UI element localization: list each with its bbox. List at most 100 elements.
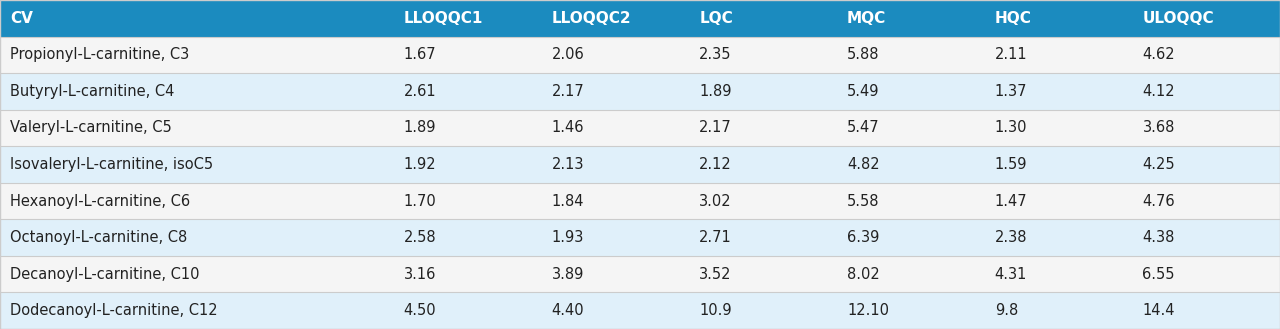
Text: 1.30: 1.30 <box>995 120 1028 136</box>
Text: LQC: LQC <box>699 11 733 26</box>
Bar <box>837 183 984 219</box>
Text: 1.37: 1.37 <box>995 84 1028 99</box>
Text: HQC: HQC <box>995 11 1032 26</box>
Text: 4.38: 4.38 <box>1143 230 1175 245</box>
Text: 5.88: 5.88 <box>847 47 879 62</box>
Text: 1.92: 1.92 <box>403 157 436 172</box>
Text: 1.47: 1.47 <box>995 193 1028 209</box>
Text: 2.61: 2.61 <box>403 84 436 99</box>
Bar <box>393 0 541 37</box>
Text: Octanoyl-L-carnitine, C8: Octanoyl-L-carnitine, C8 <box>10 230 187 245</box>
Bar <box>393 110 541 146</box>
Bar <box>0 256 393 292</box>
Text: 4.31: 4.31 <box>995 267 1027 282</box>
Text: 5.47: 5.47 <box>847 120 879 136</box>
Bar <box>1133 292 1280 329</box>
Bar <box>541 183 689 219</box>
Bar <box>1133 73 1280 110</box>
Text: 1.59: 1.59 <box>995 157 1028 172</box>
Text: 6.55: 6.55 <box>1143 267 1175 282</box>
Text: 3.16: 3.16 <box>403 267 436 282</box>
Bar <box>0 146 393 183</box>
Bar <box>689 110 837 146</box>
Bar <box>541 0 689 37</box>
Text: Decanoyl-L-carnitine, C10: Decanoyl-L-carnitine, C10 <box>10 267 200 282</box>
Text: 1.70: 1.70 <box>403 193 436 209</box>
Bar <box>1133 0 1280 37</box>
Bar <box>0 73 393 110</box>
Bar <box>984 256 1133 292</box>
Bar <box>837 146 984 183</box>
Text: 4.25: 4.25 <box>1143 157 1175 172</box>
Text: 4.82: 4.82 <box>847 157 879 172</box>
Text: ULOQQC: ULOQQC <box>1143 11 1215 26</box>
Text: LLOQQC1: LLOQQC1 <box>403 11 483 26</box>
Bar <box>541 146 689 183</box>
Text: Hexanoyl-L-carnitine, C6: Hexanoyl-L-carnitine, C6 <box>10 193 191 209</box>
Bar <box>0 219 393 256</box>
Text: 3.02: 3.02 <box>699 193 732 209</box>
Bar <box>984 183 1133 219</box>
Text: 6.39: 6.39 <box>847 230 879 245</box>
Bar <box>984 219 1133 256</box>
Text: 2.38: 2.38 <box>995 230 1028 245</box>
Bar <box>0 292 393 329</box>
Text: 1.89: 1.89 <box>699 84 732 99</box>
Text: Propionyl-L-carnitine, C3: Propionyl-L-carnitine, C3 <box>10 47 189 62</box>
Bar <box>1133 37 1280 73</box>
Text: Valeryl-L-carnitine, C5: Valeryl-L-carnitine, C5 <box>10 120 172 136</box>
Bar <box>541 73 689 110</box>
Text: MQC: MQC <box>847 11 886 26</box>
Text: 2.17: 2.17 <box>699 120 732 136</box>
Text: 1.89: 1.89 <box>403 120 436 136</box>
Bar <box>837 37 984 73</box>
Bar <box>0 0 393 37</box>
Text: 14.4: 14.4 <box>1143 303 1175 318</box>
Text: 10.9: 10.9 <box>699 303 732 318</box>
Bar <box>984 292 1133 329</box>
Text: LLOQQC2: LLOQQC2 <box>552 11 631 26</box>
Bar <box>1133 146 1280 183</box>
Bar <box>837 292 984 329</box>
Bar <box>984 110 1133 146</box>
Bar <box>1133 256 1280 292</box>
Text: 2.71: 2.71 <box>699 230 732 245</box>
Text: Butyryl-L-carnitine, C4: Butyryl-L-carnitine, C4 <box>10 84 174 99</box>
Bar <box>837 256 984 292</box>
Text: 2.58: 2.58 <box>403 230 436 245</box>
Bar <box>837 73 984 110</box>
Text: 2.06: 2.06 <box>552 47 584 62</box>
Text: 2.17: 2.17 <box>552 84 584 99</box>
Text: 4.50: 4.50 <box>403 303 436 318</box>
Bar <box>1133 183 1280 219</box>
Bar <box>393 37 541 73</box>
Bar <box>0 110 393 146</box>
Bar <box>984 146 1133 183</box>
Text: 12.10: 12.10 <box>847 303 890 318</box>
Text: 4.40: 4.40 <box>552 303 584 318</box>
Text: 3.68: 3.68 <box>1143 120 1175 136</box>
Text: 8.02: 8.02 <box>847 267 879 282</box>
Text: 1.93: 1.93 <box>552 230 584 245</box>
Bar <box>541 292 689 329</box>
Bar <box>689 0 837 37</box>
Bar <box>393 256 541 292</box>
Bar <box>393 292 541 329</box>
Text: CV: CV <box>10 11 33 26</box>
Bar <box>689 73 837 110</box>
Bar <box>393 183 541 219</box>
Bar <box>689 256 837 292</box>
Bar <box>689 292 837 329</box>
Bar <box>0 37 393 73</box>
Bar <box>541 110 689 146</box>
Text: 5.49: 5.49 <box>847 84 879 99</box>
Bar <box>837 219 984 256</box>
Bar <box>1133 219 1280 256</box>
Text: 4.12: 4.12 <box>1143 84 1175 99</box>
Bar <box>689 219 837 256</box>
Bar <box>393 146 541 183</box>
Bar <box>689 37 837 73</box>
Bar <box>393 219 541 256</box>
Text: 1.84: 1.84 <box>552 193 584 209</box>
Bar <box>689 146 837 183</box>
